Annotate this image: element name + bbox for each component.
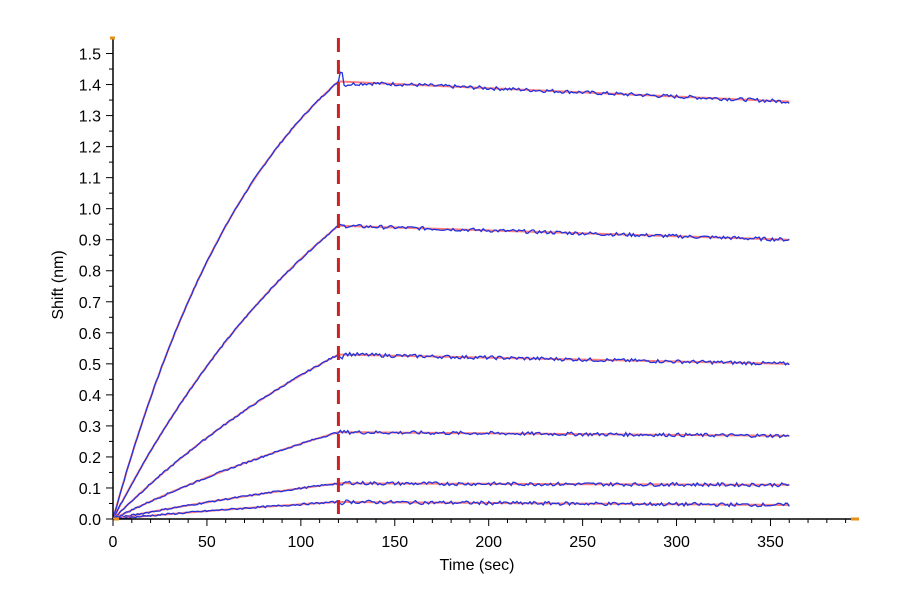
y-tick-label: 0.0 (79, 512, 101, 529)
fit-curve-5 (112, 482, 790, 520)
y-tick-label: 0.4 (79, 388, 101, 405)
y-tick-label: 0.2 (79, 450, 101, 467)
measured-curve-3 (112, 351, 790, 520)
x-tick-label: 200 (475, 534, 502, 551)
y-tick-label: 0.9 (79, 233, 101, 250)
y-tick-label: 0.6 (79, 326, 101, 343)
y-tick-label: 0.8 (79, 264, 101, 281)
y-tick-label: 1.3 (79, 109, 101, 126)
x-tick-label: 350 (757, 534, 784, 551)
measured-curve-5 (112, 480, 790, 520)
y-tick-label: 0.3 (79, 419, 101, 436)
y-tick-label: 1.4 (79, 78, 101, 95)
ticks: 0 50 100 150 200 250 300 350 0.0 0.1 0.2 0.3 0.4 0.5 0… (79, 47, 847, 551)
measured-curve-1 (112, 71, 790, 520)
x-tick-label: 250 (569, 534, 596, 551)
plot-lines (112, 38, 790, 521)
x-tick-label: 300 (663, 534, 690, 551)
y-tick-label: 0.1 (79, 481, 101, 498)
x-tick-label: 0 (109, 534, 118, 551)
measured-curve-2 (112, 223, 790, 520)
measured-curve-4 (112, 429, 790, 521)
axes (110, 36, 859, 521)
y-tick-label: 1.2 (79, 140, 101, 157)
y-tick-label: 1.5 (79, 47, 101, 64)
x-tick-label: 150 (381, 534, 408, 551)
x-axis-title: Time (sec) (440, 557, 515, 574)
x-tick-label: 50 (198, 534, 216, 551)
y-axis-title: Shift (nm) (50, 250, 67, 319)
fit-curve-1 (112, 80, 790, 520)
y-tick-label: 1.1 (79, 171, 101, 188)
y-tick-label: 0.7 (79, 295, 101, 312)
y-tick-label: 1.0 (79, 202, 101, 219)
fit-curve-3 (112, 353, 790, 520)
x-tick-label: 100 (287, 534, 314, 551)
measured-curve-6 (112, 499, 790, 520)
y-tick-label: 0.5 (79, 357, 101, 374)
